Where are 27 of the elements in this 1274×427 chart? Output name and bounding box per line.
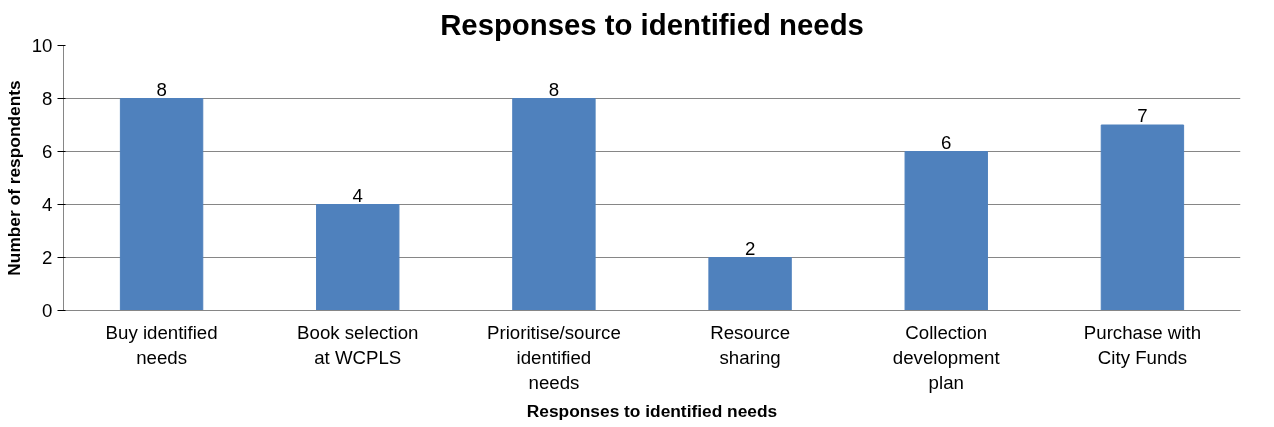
chart-title: Responses to identified needs — [440, 7, 864, 41]
y-tick-label: 8 — [42, 88, 53, 109]
data-label: 8 — [156, 78, 167, 100]
y-axis-title: Number of respondents — [3, 80, 24, 276]
data-label: 4 — [352, 184, 363, 206]
x-tick-label: Prioritise/source identified needs — [487, 321, 621, 393]
y-tick-label: 0 — [42, 300, 53, 321]
bar — [1100, 124, 1185, 311]
x-tick-label: Book selection at WCPLS — [297, 321, 419, 368]
bar — [316, 204, 400, 311]
x-axis-title: Responses to identified needs — [526, 400, 778, 421]
y-tick-label: 2 — [42, 247, 53, 268]
data-label: 6 — [941, 131, 952, 153]
bar — [904, 151, 988, 311]
x-tick-label: Resource sharing — [710, 321, 791, 368]
bar — [119, 98, 204, 311]
y-tick-label: 10 — [31, 35, 53, 56]
data-label: 2 — [744, 237, 756, 259]
bar — [512, 98, 596, 311]
bar — [708, 257, 792, 311]
data-label: 8 — [548, 78, 560, 100]
x-tick-label: Buy identified needs — [105, 321, 218, 368]
x-tick-label: Collection development plan — [892, 321, 1001, 393]
y-tick-label: 4 — [42, 194, 53, 215]
x-tick-label: Purchase with City Funds — [1083, 321, 1202, 368]
y-tick-label: 6 — [42, 141, 53, 162]
data-label: 7 — [1137, 105, 1148, 126]
